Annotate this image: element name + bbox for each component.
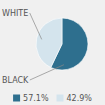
leader-line	[30, 65, 64, 80]
legend-label: 57.1%	[23, 94, 49, 103]
pie-slice	[36, 18, 62, 67]
legend-label: 42.9%	[67, 94, 93, 103]
legend-swatch	[57, 95, 64, 102]
background	[0, 0, 105, 105]
leader-line	[30, 13, 42, 39]
chart: BLACK WHITE 57.1% 42.9%	[0, 0, 105, 105]
slice-label: WHITE	[2, 9, 28, 18]
slice-label: BLACK	[2, 76, 29, 85]
legend-swatch	[13, 95, 20, 102]
